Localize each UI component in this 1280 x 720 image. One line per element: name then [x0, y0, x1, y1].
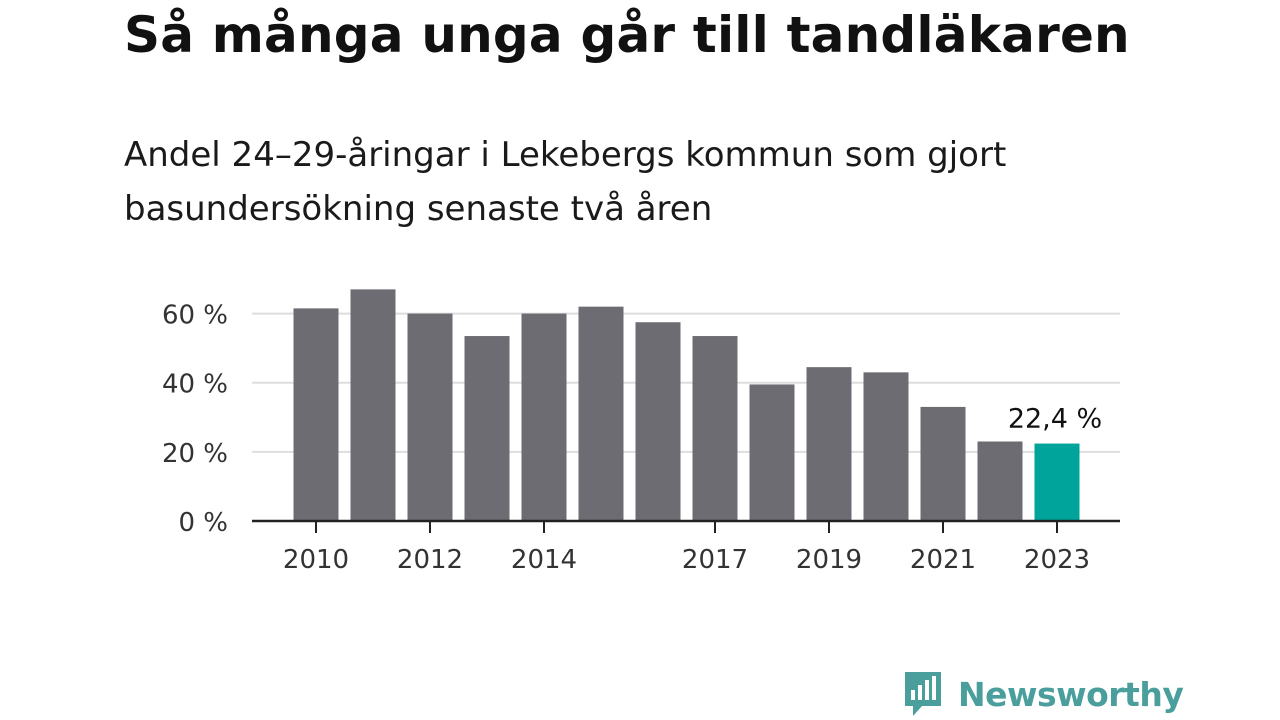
data-labels: 22,4 % — [1008, 404, 1102, 435]
bar-2017 — [692, 336, 738, 521]
y-axis-ticks: 0 % 20 % 40 % 60 % — [162, 301, 228, 538]
bar-2010 — [293, 308, 339, 521]
x-tick-label: 2023 — [1024, 545, 1090, 575]
x-tick-label: 2021 — [910, 545, 976, 575]
chart-title: Så många unga går till tandläkaren — [124, 6, 1130, 64]
brand-name: Newsworthy — [958, 674, 1184, 714]
chart-subtitle: Andel 24–29-åringar i Lekebergs kommun s… — [124, 135, 1007, 229]
gridlines — [252, 312, 1120, 453]
bar-2018 — [749, 384, 795, 521]
brand-logo: Newsworthy — [902, 670, 1184, 718]
x-tick-label: 2017 — [682, 545, 748, 575]
bar-2011 — [350, 289, 396, 521]
bars — [252, 289, 1120, 523]
x-tick-label: 2019 — [796, 545, 862, 575]
y-tick-label: 20 % — [162, 439, 228, 469]
bar-2021 — [920, 406, 966, 521]
bar-2016 — [635, 322, 681, 521]
bar-2023 — [1034, 443, 1080, 521]
x-tick-label: 2012 — [397, 545, 463, 575]
x-tick-label: 2014 — [511, 545, 577, 575]
bar-2013 — [464, 336, 510, 521]
bar-2022 — [977, 441, 1023, 521]
bar-chart: 0 % 20 % 40 % 60 % 2010 2012 2014 2017 2019 2021… — [162, 289, 1120, 575]
bar-2019 — [806, 367, 852, 521]
bar-2015 — [578, 306, 624, 521]
newsworthy-logo-icon — [905, 672, 941, 716]
bar-2012 — [407, 313, 453, 521]
x-tick-label: 2010 — [283, 545, 349, 575]
bar-2020 — [863, 372, 909, 521]
data-label-2023: 22,4 % — [1008, 404, 1102, 435]
x-axis-ticks: 2010 2012 2014 2017 2019 2021 2023 — [283, 521, 1090, 575]
y-tick-label: 40 % — [162, 370, 228, 400]
y-tick-label: 0 % — [178, 508, 228, 538]
bar-2014 — [521, 313, 567, 521]
y-tick-label: 60 % — [162, 301, 228, 331]
